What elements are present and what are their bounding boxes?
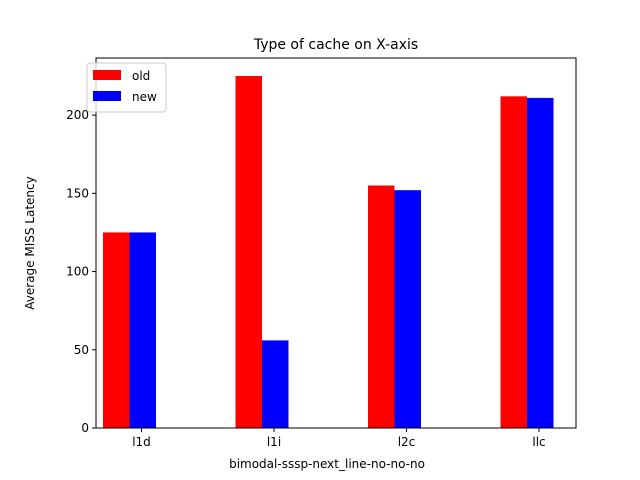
bar-old-l1i: [235, 75, 262, 428]
bar-old-l1d: [103, 232, 130, 428]
y-tick-label: 100: [66, 265, 89, 279]
y-tick-label: 150: [66, 186, 89, 200]
chart-title: Type of cache on X-axis: [253, 37, 418, 53]
legend-swatch-old: [93, 70, 121, 80]
legend-label-new: new: [132, 90, 157, 104]
x-tick-label: l2c: [398, 435, 416, 449]
bar-old-llc: [500, 96, 527, 429]
y-tick-label: 0: [81, 421, 89, 435]
x-tick-label: l1d: [132, 435, 151, 449]
bar-new-l1i: [262, 340, 289, 428]
legend-label-old: old: [132, 69, 150, 83]
y-tick-label: 200: [66, 108, 89, 122]
legend-swatch-new: [93, 91, 121, 101]
plot-frame: [95, 57, 577, 429]
y-axis-ticks: 0 50 100 150 200: [66, 108, 96, 435]
x-tick-label: l1i: [267, 435, 281, 449]
x-tick-label: llc: [532, 435, 545, 449]
bar-old-l2c: [368, 185, 395, 428]
bars-group: [103, 75, 554, 429]
legend: old new: [86, 62, 167, 113]
x-axis-label: bimodal-sssp-next_line-no-no-no: [229, 457, 425, 471]
y-tick-label: 50: [74, 343, 89, 357]
y-axis-label: Average MISS Latency: [23, 176, 37, 309]
bar-new-llc: [527, 97, 554, 429]
bar-new-l2c: [394, 190, 421, 428]
bar-new-l1d: [129, 232, 156, 428]
x-axis-ticks: l1d l1i l2c llc: [132, 428, 546, 449]
